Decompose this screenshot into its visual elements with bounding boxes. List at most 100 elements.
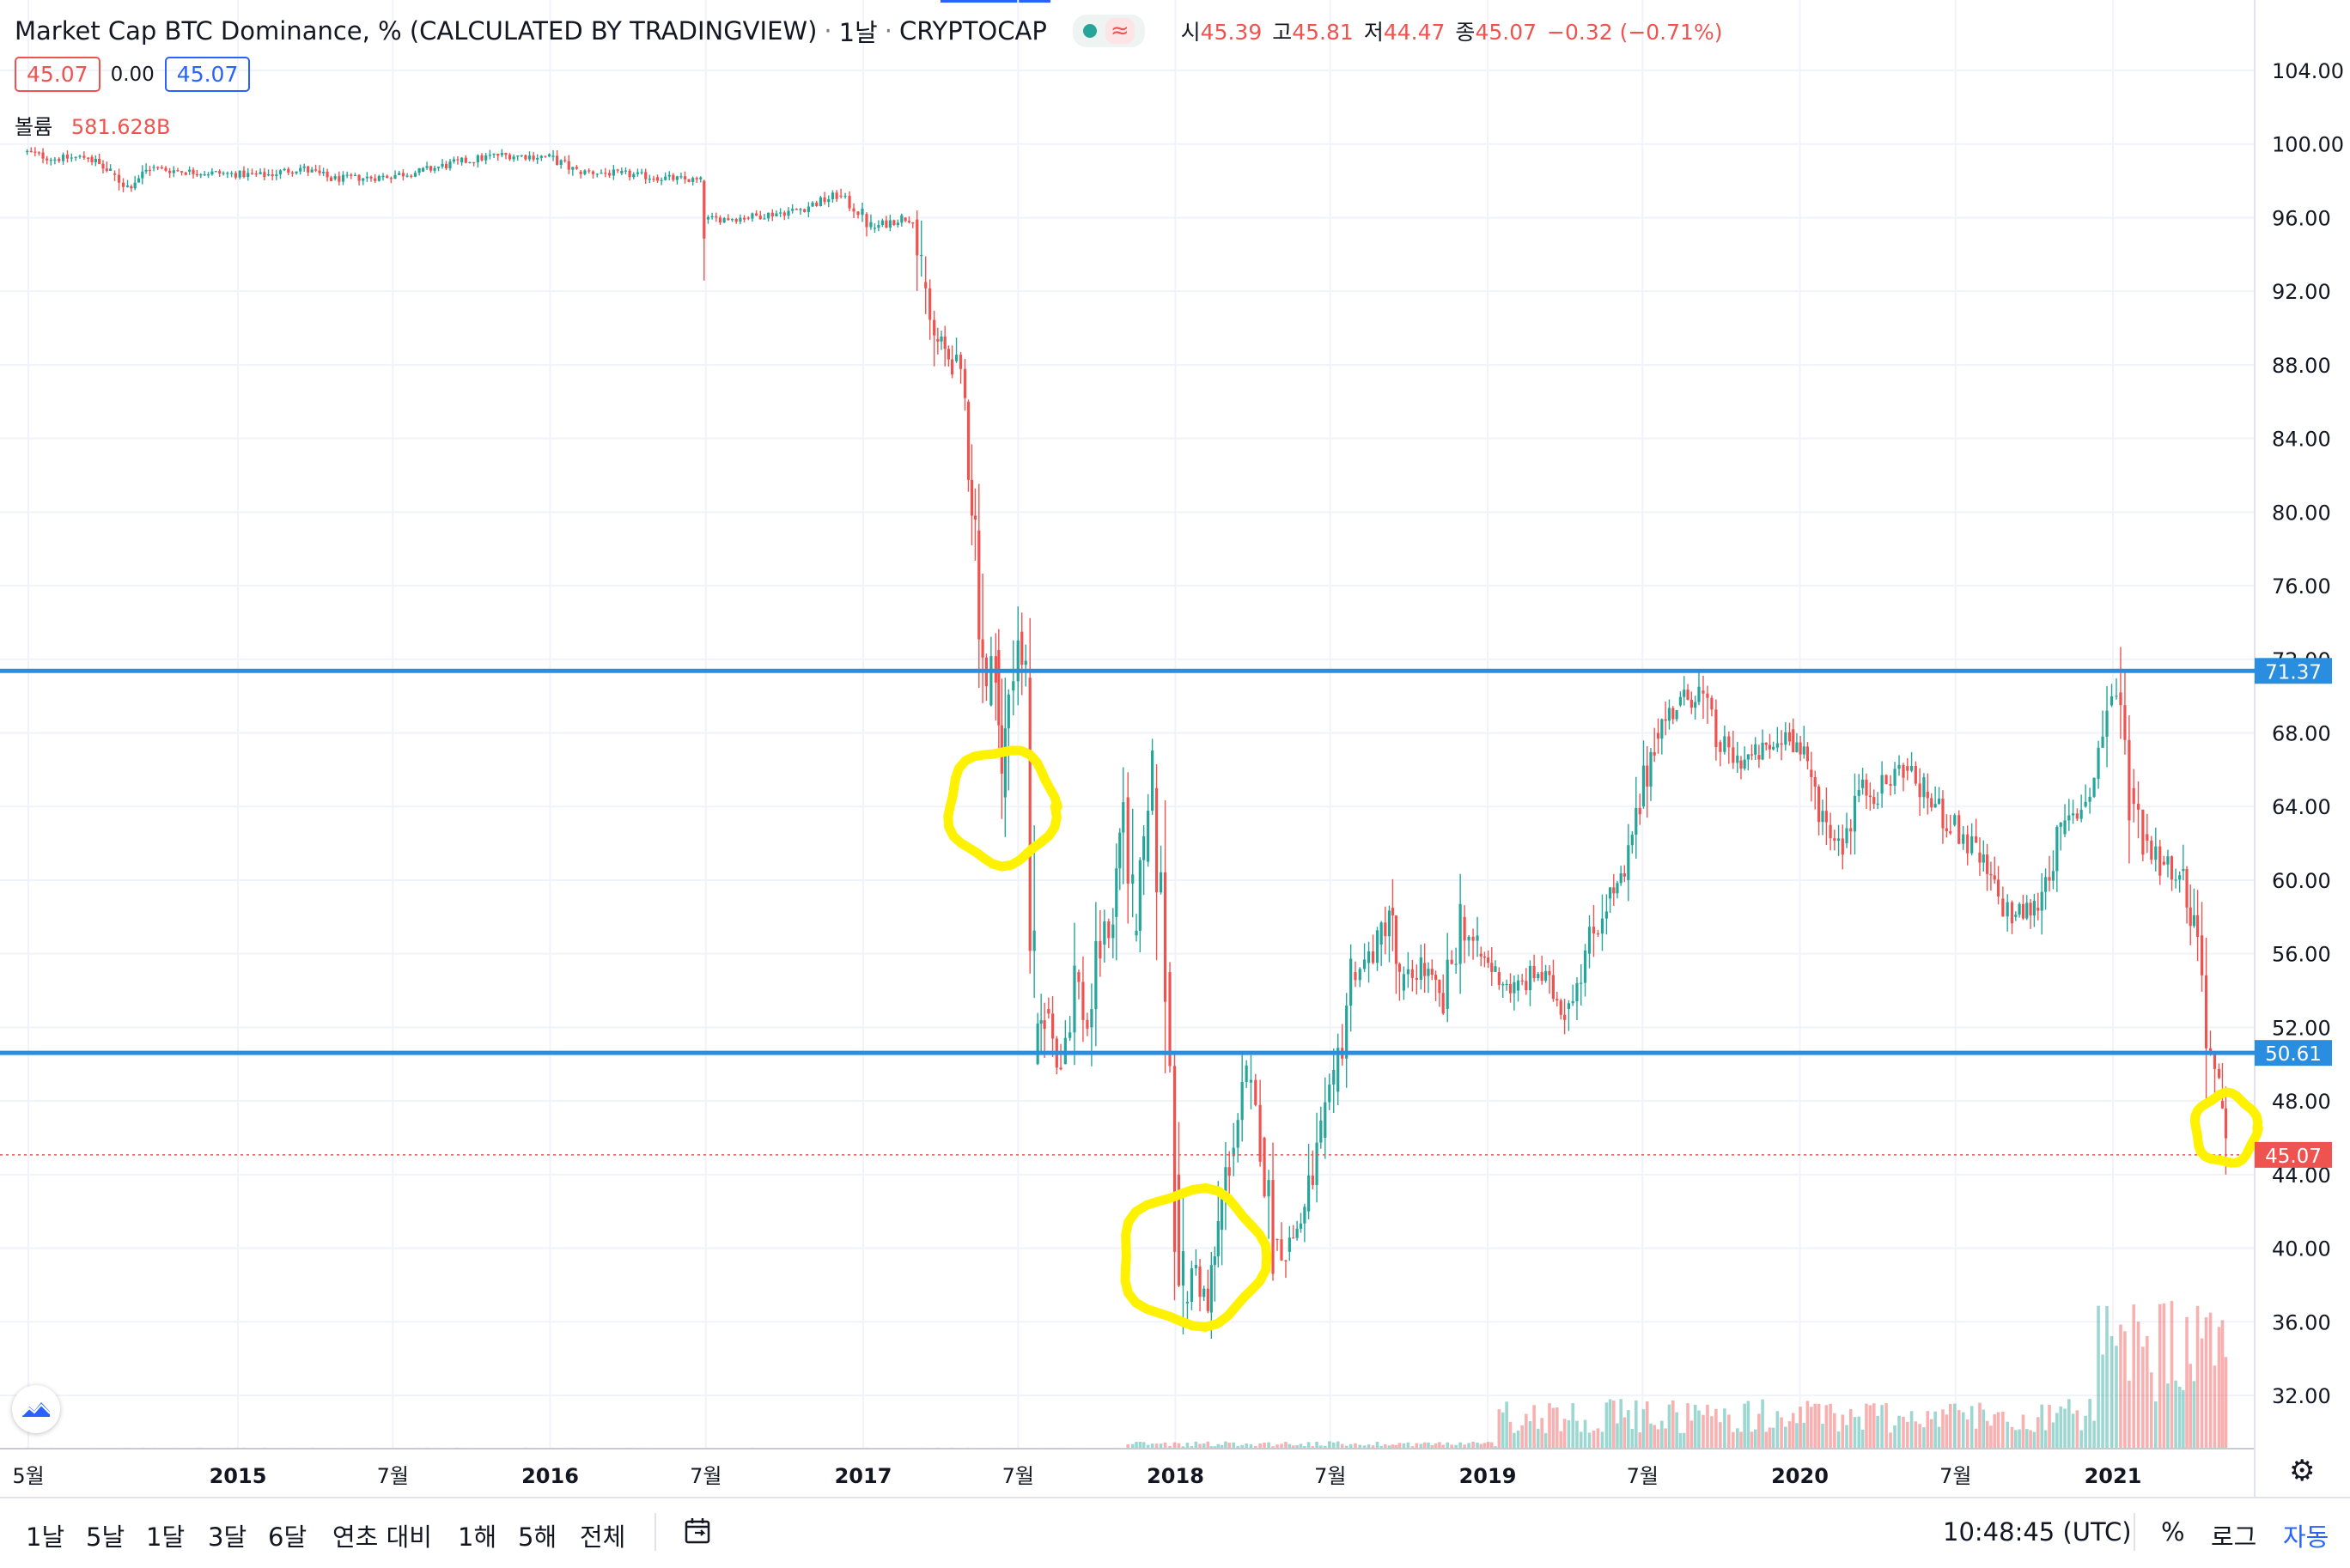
volume-bar — [1664, 1428, 1667, 1449]
volume-bar — [1930, 1419, 1933, 1449]
buy-price-button[interactable]: 45.07 — [165, 57, 251, 92]
candle-body — [1271, 1180, 1274, 1273]
utc-clock[interactable]: 10:48:45 (UTC) — [1943, 1517, 2132, 1547]
candle-body — [1649, 752, 1652, 787]
candle-body — [1668, 708, 1671, 721]
candle-body — [2150, 841, 2152, 860]
time-tick-label: 2021 — [2085, 1464, 2142, 1488]
timeframe-button-7[interactable]: 5해 — [518, 1517, 557, 1553]
candle-body — [1945, 829, 1948, 831]
volume-bar — [1857, 1417, 1860, 1449]
candle-body — [1837, 838, 1840, 841]
timeframe-button-1[interactable]: 5날 — [86, 1517, 125, 1553]
log-toggle[interactable]: 로그 — [2211, 1517, 2256, 1553]
volume-bar — [1723, 1408, 1726, 1449]
candle-body — [1312, 1176, 1314, 1185]
candle-body — [544, 156, 546, 157]
candle-body — [1978, 853, 1981, 863]
candle-body — [314, 169, 317, 170]
candle-body — [672, 175, 674, 180]
price-chart[interactable]: 104.00100.0096.0092.0088.0084.0080.0076.… — [0, 0, 2350, 1497]
candle-body — [971, 480, 973, 516]
volume-bar — [1795, 1423, 1799, 1449]
volume-bar — [1284, 1442, 1288, 1449]
candle-body — [1616, 883, 1618, 893]
candle-body — [608, 173, 611, 175]
candle-body — [1480, 954, 1482, 957]
timeframe-button-4[interactable]: 6달 — [268, 1517, 307, 1553]
candle-body — [1683, 690, 1685, 697]
candle-body — [425, 166, 428, 167]
candle-body — [1094, 941, 1097, 1009]
volume-bar — [2011, 1427, 2014, 1449]
candle-body — [342, 175, 344, 182]
interval-label[interactable]: 1날 — [839, 13, 878, 49]
candle-body — [592, 172, 594, 174]
candle-body — [696, 178, 698, 179]
candle-body — [1872, 797, 1875, 804]
candle-body — [1040, 1020, 1043, 1024]
candle-body — [1690, 700, 1693, 708]
candle-body — [1686, 690, 1689, 700]
gear-icon[interactable]: ⚙ — [2289, 1454, 2315, 1488]
volume-bar — [1772, 1428, 1775, 1449]
price-axis[interactable]: 104.00100.0096.0092.0088.0084.0080.0076.… — [2272, 59, 2344, 1408]
candle-body — [955, 355, 958, 362]
volume-bar — [1609, 1399, 1612, 1449]
candles — [26, 147, 2227, 1339]
candle-body — [180, 171, 183, 173]
candle-body — [861, 209, 863, 215]
candle-body — [1631, 835, 1634, 845]
candle-body — [1723, 736, 1726, 751]
volume-bar — [1792, 1413, 1795, 1449]
candle-body — [521, 155, 523, 156]
candle-body — [551, 155, 554, 156]
candle-body — [2101, 737, 2103, 748]
candle-body — [885, 221, 887, 228]
percent-toggle[interactable]: % — [2161, 1517, 2185, 1547]
candle-body — [255, 173, 258, 174]
candle-body — [1207, 1289, 1209, 1311]
volume-bar — [1642, 1409, 1646, 1449]
sell-price-button[interactable]: 45.07 — [15, 57, 100, 92]
candle-body — [1372, 951, 1374, 963]
volume-bar — [1736, 1428, 1739, 1449]
horizontal-lines[interactable] — [0, 671, 2255, 1155]
symbol-title[interactable]: Market Cap BTC Dominance, % (CALCULATED … — [15, 16, 817, 46]
timeframe-button-8[interactable]: 전체 — [580, 1517, 625, 1553]
candle-body — [1962, 835, 1964, 844]
candle-body — [271, 174, 274, 176]
candle-body — [947, 349, 950, 359]
candle-body — [1799, 743, 1802, 755]
ohlc-key: 종 — [1455, 20, 1475, 45]
timeframe-button-3[interactable]: 3달 — [208, 1517, 247, 1553]
candle-body — [480, 155, 483, 161]
candle-body — [1296, 1229, 1299, 1238]
auto-toggle[interactable]: 자동 — [2283, 1517, 2329, 1553]
tradingview-logo-icon[interactable] — [12, 1385, 60, 1433]
timeframe-button-0[interactable]: 1날 — [26, 1517, 64, 1553]
volume-bar — [1638, 1432, 1641, 1449]
candle-body — [1359, 969, 1361, 980]
volume-bar — [2022, 1414, 2025, 1449]
timeframe-button-2[interactable]: 1달 — [146, 1517, 185, 1553]
candle-body — [2154, 847, 2157, 860]
volume-bar — [1520, 1425, 1524, 1449]
candle-body — [354, 175, 356, 176]
candle-body — [1525, 981, 1527, 990]
candle-body — [911, 222, 914, 223]
timeframe-button-6[interactable]: 1해 — [458, 1517, 496, 1553]
timeframe-button-5[interactable]: 연초 대비 — [332, 1517, 432, 1553]
candle-body — [303, 167, 306, 168]
candle-body — [1556, 999, 1558, 1000]
candle-body — [1328, 1085, 1330, 1103]
candle-body — [1548, 971, 1550, 975]
calendar-goto-icon[interactable] — [683, 1516, 714, 1550]
candle-body — [1345, 1006, 1348, 1059]
volume-label[interactable]: 볼륨 — [15, 115, 52, 139]
candle-body — [2018, 904, 2021, 915]
market-status[interactable]: ≈ — [1073, 15, 1145, 47]
volume-bar — [1195, 1442, 1198, 1449]
candle-body — [1367, 951, 1370, 963]
